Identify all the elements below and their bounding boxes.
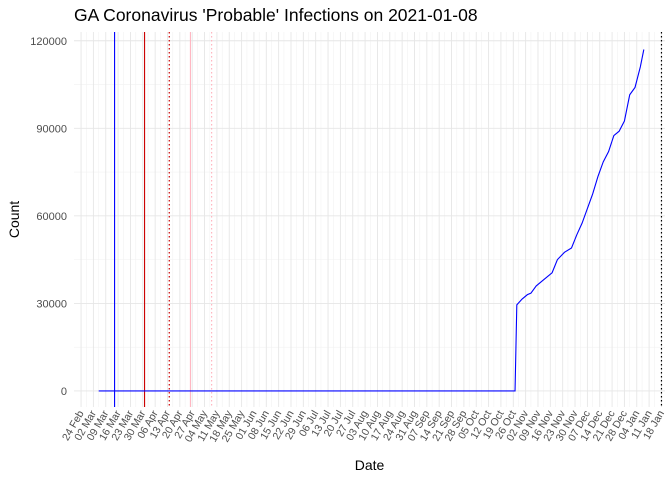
chart-title: GA Coronavirus 'Probable' Infections on … — [74, 5, 478, 25]
y-tick-label: 0 — [61, 386, 67, 398]
series-line — [98, 49, 645, 392]
grid-lines — [74, 32, 665, 407]
y-tick-label: 30000 — [36, 298, 67, 310]
x-axis-title: Date — [355, 457, 385, 473]
y-axis-title: Count — [6, 201, 22, 238]
y-tick-label: 60000 — [36, 211, 67, 223]
y-tick-label: 120000 — [30, 36, 67, 48]
y-tick-label: 90000 — [36, 123, 67, 135]
